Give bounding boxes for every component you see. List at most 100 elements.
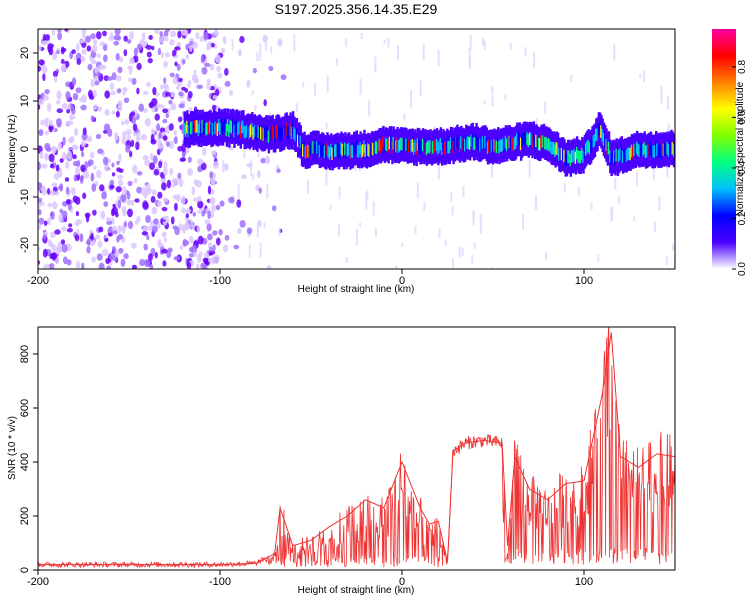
noise-streak: [387, 37, 390, 48]
noise-speckle: [145, 214, 151, 224]
noise-speckle: [266, 265, 272, 269]
noise-speckle: [184, 221, 190, 231]
ridge-band-core: [276, 124, 280, 138]
snr-y-tick-label: 200: [19, 507, 31, 525]
ridge-band-core: [518, 132, 522, 146]
ridge-band-core: [184, 124, 188, 137]
ridge-band-core: [463, 138, 467, 152]
noise-speckle: [138, 103, 145, 112]
ridge-band-core: [226, 119, 230, 132]
ridge-band-core: [282, 127, 286, 140]
heatmap-y-tick-label: -20: [19, 237, 31, 253]
noise-speckle: [38, 209, 42, 216]
noise-streak: [359, 78, 362, 95]
ridge-band-core: [663, 142, 667, 156]
noise-speckle: [90, 59, 97, 65]
noise-speckle: [74, 234, 80, 242]
noise-speckle: [135, 135, 141, 142]
noise-speckle: [113, 34, 120, 41]
heatmap-x-tick-label: -200: [27, 275, 49, 287]
noise-streak: [266, 183, 269, 199]
noise-streak: [263, 222, 266, 229]
ridge-band-core: [377, 140, 380, 153]
ridge-band-core: [358, 145, 361, 158]
noise-speckle: [52, 201, 58, 210]
noise-speckle: [130, 199, 135, 207]
noise-speckle: [142, 154, 149, 161]
ridge-band-core: [587, 139, 590, 153]
colorbar-tick-label: 0.8: [737, 60, 748, 74]
noise-speckle: [201, 210, 206, 217]
noise-speckle: [191, 186, 196, 196]
ridge-band-core: [414, 139, 417, 153]
noise-speckle: [265, 155, 271, 165]
ridge-band-core: [351, 145, 355, 158]
ridge-band-core: [428, 141, 431, 154]
noise-speckle: [111, 162, 115, 168]
noise-streak: [307, 180, 310, 195]
noise-speckle: [42, 248, 48, 258]
ridge-band-core: [517, 133, 520, 146]
noise-speckle: [94, 75, 99, 81]
noise-speckle: [209, 85, 215, 91]
noise-speckle: [151, 225, 158, 234]
noise-speckle: [197, 158, 204, 165]
noise-speckle: [90, 172, 95, 182]
noise-speckle: [187, 167, 193, 176]
noise-speckle: [122, 130, 127, 139]
ridge-band-core: [323, 145, 327, 159]
ridge-band-core: [532, 131, 536, 145]
ridge-band-core: [196, 120, 199, 133]
ridge-band-core: [424, 139, 427, 153]
noise-streak: [422, 43, 425, 61]
noise-speckle: [60, 58, 65, 65]
ridge-band-core: [640, 143, 644, 157]
ridge-band-core: [634, 144, 637, 158]
ridge-band-core: [209, 120, 212, 134]
noise-streak: [403, 113, 406, 121]
ridge-band-core: [597, 122, 601, 136]
ridge-band-core: [400, 137, 403, 151]
noise-speckle: [173, 129, 178, 136]
noise-speckle: [162, 108, 169, 114]
ridge-band-core: [505, 138, 509, 151]
ridge-band-core: [203, 122, 207, 135]
noise-speckle: [41, 163, 48, 169]
noise-speckle: [65, 91, 71, 100]
noise-speckle: [47, 43, 55, 49]
noise-speckle: [159, 30, 163, 37]
noise-streak: [509, 42, 512, 50]
noise-speckle: [170, 91, 176, 98]
noise-speckle: [187, 90, 193, 99]
ridge-band-core: [239, 125, 243, 139]
ridge-band-core: [396, 137, 399, 151]
noise-speckle: [64, 177, 70, 182]
noise-streak: [618, 196, 621, 204]
noise-speckle: [83, 171, 90, 179]
noise-streak: [259, 43, 262, 61]
ridge-band-core: [586, 141, 589, 154]
ridge-band-core: [621, 150, 625, 164]
ridge-band-core: [512, 137, 515, 151]
noise-speckle: [178, 103, 185, 109]
ridge-band-core: [591, 137, 594, 150]
noise-speckle: [188, 253, 194, 258]
noise-speckle: [76, 159, 81, 168]
noise-speckle: [182, 58, 186, 65]
noise-streak: [468, 47, 471, 66]
ridge-band-core: [629, 147, 632, 161]
noise-speckle: [111, 72, 117, 81]
ridge-band-core: [419, 141, 422, 154]
ridge-band-core: [281, 127, 285, 140]
noise-speckle: [185, 208, 192, 214]
noise-speckle: [80, 94, 87, 104]
noise-speckle: [109, 31, 114, 40]
noise-streak: [374, 56, 377, 72]
noise-speckle: [149, 220, 154, 229]
noise-speckle: [144, 159, 151, 166]
noise-speckle: [118, 56, 124, 63]
noise-speckle: [162, 197, 168, 202]
noise-speckle: [128, 30, 134, 40]
noise-streak: [665, 256, 668, 266]
noise-speckle: [193, 179, 199, 186]
